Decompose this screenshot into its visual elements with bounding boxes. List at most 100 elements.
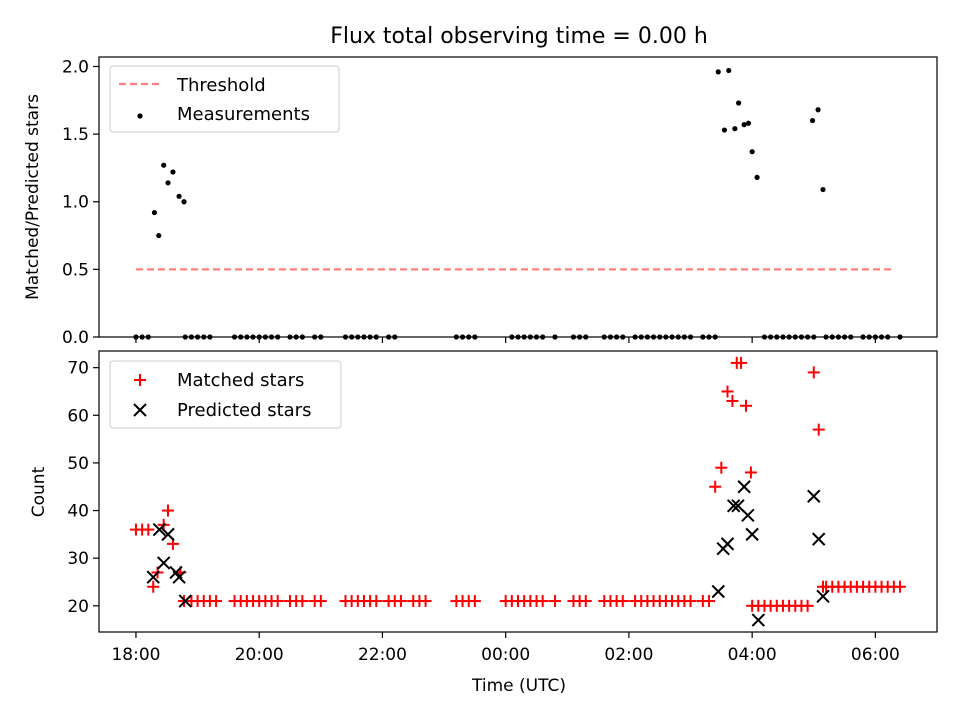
measurement-point	[809, 117, 816, 124]
matched-star-point	[142, 523, 155, 536]
measurement-point	[552, 334, 558, 340]
matched-star-point	[744, 466, 757, 479]
ratio-y-ticks: 0.0 0.5 1.0 1.5 2.0	[62, 57, 99, 348]
measurement-point	[181, 199, 187, 205]
measurement-point	[355, 334, 361, 340]
count-y-tick-label: 60	[67, 406, 89, 426]
ratio-series	[133, 67, 903, 340]
measurement-point	[386, 334, 392, 340]
predicted-star-point	[146, 570, 160, 584]
measurement-point	[872, 334, 878, 340]
measurement-point	[577, 334, 583, 340]
measurement-point	[687, 334, 694, 340]
measurement-point	[754, 174, 760, 180]
matched-star-point	[801, 599, 814, 612]
ratio-x-ticks	[135, 337, 876, 343]
measurement-point	[256, 334, 262, 340]
measurement-point	[275, 334, 281, 340]
measurement-point	[392, 334, 398, 340]
x-tick-label: 22:00	[358, 645, 407, 665]
measurement-point	[533, 334, 540, 340]
measurement-point	[780, 334, 786, 340]
count-y-tick-label: 20	[67, 597, 89, 617]
measurement-point	[342, 334, 349, 340]
measurement-point	[820, 186, 826, 193]
matched-star-point	[548, 595, 561, 608]
measurement-point	[459, 334, 466, 340]
predicted-star-point	[172, 570, 186, 584]
predicted-star-point	[152, 522, 167, 537]
ratio-y-tick-label: 1.5	[62, 125, 89, 145]
legend-measurements-label: Measurements	[177, 104, 310, 125]
matched-star-point	[370, 595, 383, 608]
measurement-point	[878, 334, 885, 340]
measurement-point	[361, 334, 367, 340]
measurement-point	[745, 120, 752, 126]
measurement-point	[735, 100, 742, 106]
legend-measurements-swatch	[137, 113, 143, 119]
measurement-point	[657, 334, 663, 340]
matched-star-point	[721, 385, 734, 398]
measurement-point	[700, 334, 706, 340]
measurement-point	[250, 334, 256, 340]
x-tick-label: 20:00	[235, 645, 284, 665]
x-tick-label: 04:00	[728, 645, 777, 665]
measurement-point	[841, 334, 848, 340]
measurement-point	[133, 334, 139, 340]
measurement-point	[768, 334, 774, 340]
predicted-star-point	[737, 480, 751, 494]
measurement-point	[897, 334, 903, 340]
legend-threshold-label: Threshold	[176, 75, 266, 96]
ratio-y-tick-label: 2.0	[62, 57, 89, 77]
matched-star-point	[739, 399, 752, 412]
measurement-point	[139, 334, 145, 340]
matched-star-point	[735, 356, 748, 369]
figure-title: Flux total observing time = 0.00 h	[330, 24, 708, 49]
matched-star-point	[314, 595, 327, 608]
measurement-point	[811, 334, 817, 340]
measurement-point	[527, 334, 533, 340]
measurement-point	[669, 334, 675, 340]
measurement-point	[583, 334, 589, 340]
count-y-tick-label: 40	[67, 502, 89, 522]
measurement-point	[650, 334, 657, 340]
x-tick-label: 02:00	[604, 645, 653, 665]
predicted-star-point	[711, 584, 725, 599]
measurement-point	[715, 69, 721, 75]
count-series	[129, 356, 907, 627]
legend-matched-label: Matched stars	[177, 370, 304, 391]
matched-star-point	[468, 595, 481, 608]
x-axis-label: Time (UTC)	[471, 676, 566, 696]
measurement-point	[681, 334, 687, 340]
predicted-star-point	[811, 532, 826, 546]
measurement-point	[848, 334, 854, 340]
measurement-point	[721, 127, 728, 133]
measurement-point	[805, 334, 811, 340]
measurement-point	[201, 334, 207, 340]
predicted-star-point	[751, 613, 766, 627]
measurement-point	[176, 193, 182, 199]
predicted-star-point	[156, 556, 171, 570]
measurement-point	[815, 107, 821, 113]
ratio-y-tick-label: 0.0	[62, 328, 89, 348]
measurement-point	[207, 334, 213, 340]
count-y-tick-label: 30	[67, 549, 89, 569]
measurement-point	[644, 334, 650, 340]
matched-star-point	[394, 595, 407, 608]
legend-matched-swatch	[134, 374, 146, 386]
ratio-y-axis-label: Matched/Predicted stars	[23, 94, 43, 300]
x-tick-label: 18:00	[111, 645, 160, 665]
measurement-point	[798, 334, 805, 340]
measurement-point	[860, 334, 866, 340]
matched-star-point	[703, 595, 716, 608]
count-legend: Matched stars Predicted stars	[109, 360, 342, 429]
measurement-point	[675, 334, 681, 340]
count-legend-box	[109, 360, 342, 429]
legend-predicted-swatch	[133, 403, 147, 417]
matched-star-point	[296, 595, 309, 608]
matched-star-point	[536, 595, 549, 608]
measurement-point	[792, 334, 798, 340]
predicted-star-point	[161, 527, 175, 542]
predicted-star-point	[745, 527, 759, 542]
measurement-point	[466, 334, 472, 340]
